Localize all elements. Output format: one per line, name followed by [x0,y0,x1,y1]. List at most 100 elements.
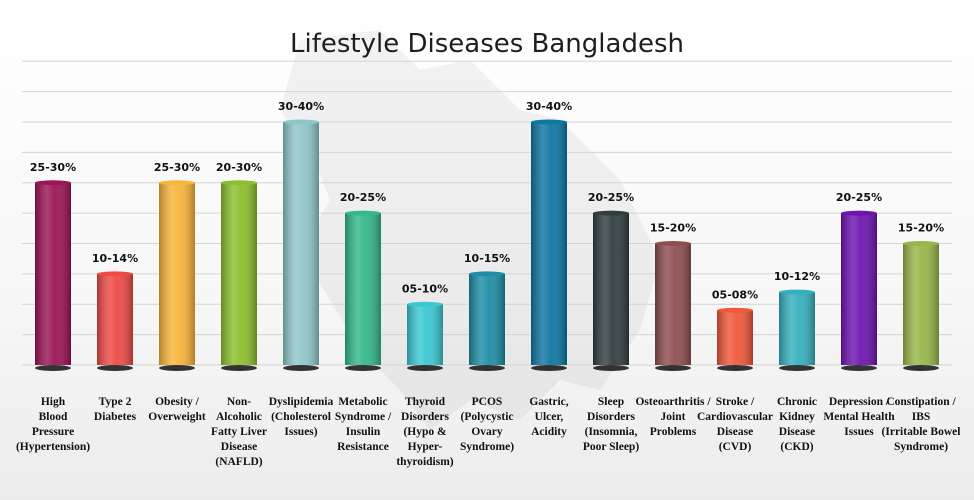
category-label-line: Non- [227,396,251,408]
bar-top-cap [221,180,257,186]
bar-base-shadow [655,365,691,371]
category-label-line: Acidity [531,426,567,438]
category-label-line: (Hypo & [403,426,447,438]
bar-shading [655,243,691,365]
bar-base-shadow [407,365,443,371]
bar-shading [717,310,753,365]
category-label: Sleep Disorders (Insomnia, Poor Sleep) [583,396,639,453]
bar-shading [221,182,257,365]
category-label-line: Disorders [401,411,449,423]
bar-shading [903,243,939,365]
bar-top-cap [779,289,815,295]
bar-base-shadow [841,365,877,371]
value-label: 20-25% [340,191,386,204]
category-label-line: Syndrome) [894,441,948,453]
category-label-line: PCOS [472,396,503,408]
bar-shading [35,182,71,365]
bar-shading [593,213,629,365]
category-label: Metabolic Syndrome / Insulin Resistance [335,396,392,453]
bar-top-cap [717,307,753,313]
bar-top-cap [841,210,877,216]
bar-shading [531,122,567,365]
value-label: 10-14% [92,252,138,265]
category-label-line: Mental Health [823,411,895,423]
category-label: PCOS (Polycystic Ovary Syndrome) [460,396,514,453]
category-label-line: Metabolic [338,396,387,408]
bar-top-cap [35,180,71,186]
bar [97,271,133,371]
bar-base-shadow [221,365,257,371]
value-label: 25-30% [30,161,76,174]
value-label: 30-40% [278,100,324,113]
bar-shading [841,213,877,365]
category-label-line: Diabetes [94,411,137,423]
category-label-line: Issues [844,426,874,438]
category-label: High Blood Pressure (Hypertension) [16,396,90,453]
category-label-line: Osteoarthritis / [635,396,711,408]
category-label-line: Stroke / [716,396,755,408]
category-label: Gastric, Ulcer, Acidity [529,396,568,438]
category-label-line: Hyper- [408,441,443,453]
bar-base-shadow [159,365,195,371]
category-label-line: (CKD) [780,441,813,453]
value-label: 15-20% [898,222,944,235]
bar-shading [407,304,443,365]
bar [841,210,877,371]
bar [407,301,443,371]
value-label: 15-20% [650,222,696,235]
bar [655,241,691,371]
category-label-line: Type 2 [99,396,132,408]
category-label-line: High [41,396,66,408]
bar [221,180,257,371]
bar [717,307,753,371]
category-label-line: Overweight [148,411,206,423]
category-label-line: Dyslipidemia [269,396,334,408]
bar-top-cap [593,210,629,216]
category-label-line: Problems [650,426,697,438]
bar-top-cap [469,271,505,277]
bar-top-cap [407,301,443,307]
chart-title: Lifestyle Diseases Bangladesh [290,29,684,59]
bar-top-cap [903,241,939,246]
category-label-line: Blood [39,411,68,423]
category-label-line: Resistance [337,441,389,453]
category-label-line: Pressure [32,426,74,438]
category-label: Constipation / IBS (Irritable Bowel Syndrom… [882,396,961,453]
bar [159,180,195,371]
category-label-line: Syndrome / [335,411,392,423]
category-label-line: Cardiovascular [697,411,773,423]
category-label-line: (Insomnia, [585,426,638,438]
category-label-line: Constipation / [886,396,956,408]
bar-base-shadow [35,365,71,371]
value-label: 30-40% [526,100,572,113]
value-labels: 25-30% 10-14% 25-30% 20-30% 30-40% 20-25% 05-1… [30,100,944,301]
category-label: Obesity / Overweight [148,396,206,423]
bar-base-shadow [779,365,815,371]
category-label: Chronic Kidney Disease (CKD) [777,396,817,453]
bar [345,210,381,371]
category-label-line: (Irritable Bowel [882,426,961,438]
category-label-line: Chronic [777,396,817,408]
category-label-line: Obesity / [155,396,200,408]
category-label-line: IBS [912,411,931,423]
bar-shading [779,292,815,365]
bars [35,119,939,371]
value-label: 20-25% [836,191,882,204]
category-label-line: (NAFLD) [215,456,262,468]
category-label: Stroke / Cardiovascular Disease (CVD) [697,396,773,453]
bar-base-shadow [717,365,753,371]
bar-base-shadow [593,365,629,371]
bar [903,241,939,371]
bar-base-shadow [283,365,319,371]
value-label: 20-25% [588,191,634,204]
category-label-line: Ulcer, [535,411,564,423]
category-label-line: Depression / [829,396,890,408]
bar [35,180,71,371]
category-label: Type 2 Diabetes [94,396,137,423]
value-label: 25-30% [154,161,200,174]
bar-shading [345,213,381,365]
bar-base-shadow [97,365,133,371]
category-label-line: Sleep [598,396,624,408]
category-label: Depression / Mental Health Issues [823,396,895,438]
